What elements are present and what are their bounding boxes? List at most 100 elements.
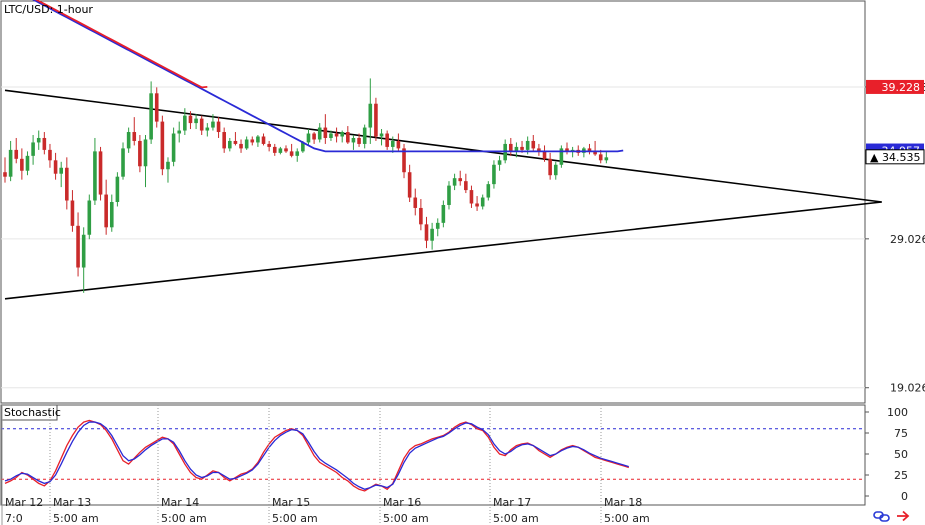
candle-body <box>593 151 597 155</box>
candle-body <box>138 140 142 167</box>
candle-body <box>160 121 165 170</box>
candle-body <box>525 140 530 150</box>
moving-averages <box>32 0 624 153</box>
candle-body <box>132 132 137 141</box>
candle-body <box>374 103 378 137</box>
candle-body <box>385 133 389 147</box>
candle-body <box>351 137 356 143</box>
price-pane-border <box>0 0 866 404</box>
candle-body <box>368 103 373 128</box>
time-label: 5:00 am <box>493 512 539 525</box>
chart-title: LTC/USD: 1-hour <box>4 3 93 16</box>
candle-body <box>36 137 41 143</box>
candle-body <box>430 228 434 241</box>
stochastic-tick-label: 75 <box>894 427 908 440</box>
price-markers: 39.22834.957▲ 34.535 <box>865 79 925 165</box>
candle-body <box>542 151 547 159</box>
candle-body <box>284 148 288 152</box>
candle-body <box>171 133 176 162</box>
stochastic-tick-label: 50 <box>894 448 908 461</box>
candle-body <box>126 132 131 149</box>
candle-body <box>149 93 153 140</box>
candle-body <box>458 178 463 182</box>
candle-body <box>250 139 255 143</box>
candle-body <box>419 207 423 225</box>
price-tick-label: 29.026 <box>890 233 925 246</box>
candle-body <box>3 172 7 177</box>
candle-body <box>379 133 384 137</box>
candle-body <box>177 130 182 134</box>
candle-body <box>396 140 401 149</box>
toolbar-icons <box>873 510 910 522</box>
arrow-right-icon[interactable] <box>897 510 910 522</box>
candle-body <box>93 151 97 201</box>
candle-body <box>514 146 519 152</box>
candle-body <box>222 132 226 149</box>
date-label: Mar 17 <box>493 496 531 509</box>
candle-body <box>475 203 479 207</box>
candle-body <box>452 178 457 186</box>
candle-body <box>20 158 24 171</box>
candle-body <box>256 136 260 143</box>
stochastic-pct-d <box>4 421 630 490</box>
stochastic-pane-border <box>0 404 866 506</box>
price-axis: 39.228 29.026 19.026 <box>865 81 925 395</box>
indicator-title: Stochastic <box>4 406 61 419</box>
candle-body <box>402 148 406 173</box>
candle-body <box>228 140 232 149</box>
candle-body <box>435 222 440 229</box>
price-marker-label: 39.228 <box>882 81 921 94</box>
candle-body <box>598 154 603 161</box>
candle-body <box>295 151 300 156</box>
stochastic-tick-label: 100 <box>887 406 908 419</box>
candle-body <box>272 146 277 153</box>
date-label: Mar 12 <box>5 496 43 509</box>
candle-body <box>59 167 63 174</box>
candle-body <box>390 140 395 147</box>
candle-body <box>239 143 243 149</box>
link-icon[interactable] <box>873 511 890 522</box>
candle-body <box>14 149 19 159</box>
indicator-label-box <box>0 404 58 421</box>
candle-body <box>244 139 249 149</box>
candle-body <box>357 137 361 144</box>
candle-body <box>317 127 322 140</box>
candle-body <box>424 224 429 241</box>
candle-body <box>104 194 108 228</box>
candle-body <box>48 149 52 161</box>
candle-body <box>301 142 305 152</box>
candle-body <box>188 115 193 124</box>
candle-body <box>53 160 58 174</box>
candle-body <box>233 140 238 144</box>
date-label: Mar 15 <box>272 496 310 509</box>
time-label: 5:00 am <box>604 512 650 525</box>
candle-body <box>604 157 609 161</box>
candle-body <box>115 176 120 202</box>
candle-body <box>497 160 502 165</box>
candle-body <box>447 185 451 205</box>
series-ema <box>34 0 208 89</box>
candle-body <box>166 161 170 170</box>
candle-body <box>87 200 92 235</box>
candle-body <box>42 137 47 150</box>
candle-body <box>199 118 204 131</box>
candle-body <box>464 181 468 191</box>
candle-body <box>537 148 541 152</box>
price-tick-label: 19.026 <box>890 382 925 395</box>
stochastic-pane: Stochastic <box>0 404 866 506</box>
candle-body <box>121 148 125 177</box>
candle-body <box>329 133 333 138</box>
candle-body <box>520 146 524 150</box>
stochastic-levels <box>1 428 865 480</box>
candle-body <box>486 184 491 198</box>
candle-body <box>183 115 187 131</box>
candle-body <box>469 190 474 204</box>
candle-body <box>441 204 446 223</box>
candle-body <box>205 127 210 131</box>
time-axis: Mar 12 7:0 Mar 13 5:00 am Mar 14 5:00 am Mar 1… <box>1 405 650 525</box>
candle-body <box>346 132 350 143</box>
candle-body <box>492 164 496 185</box>
candle-body <box>267 143 271 147</box>
time-label: 5:00 am <box>383 512 429 525</box>
